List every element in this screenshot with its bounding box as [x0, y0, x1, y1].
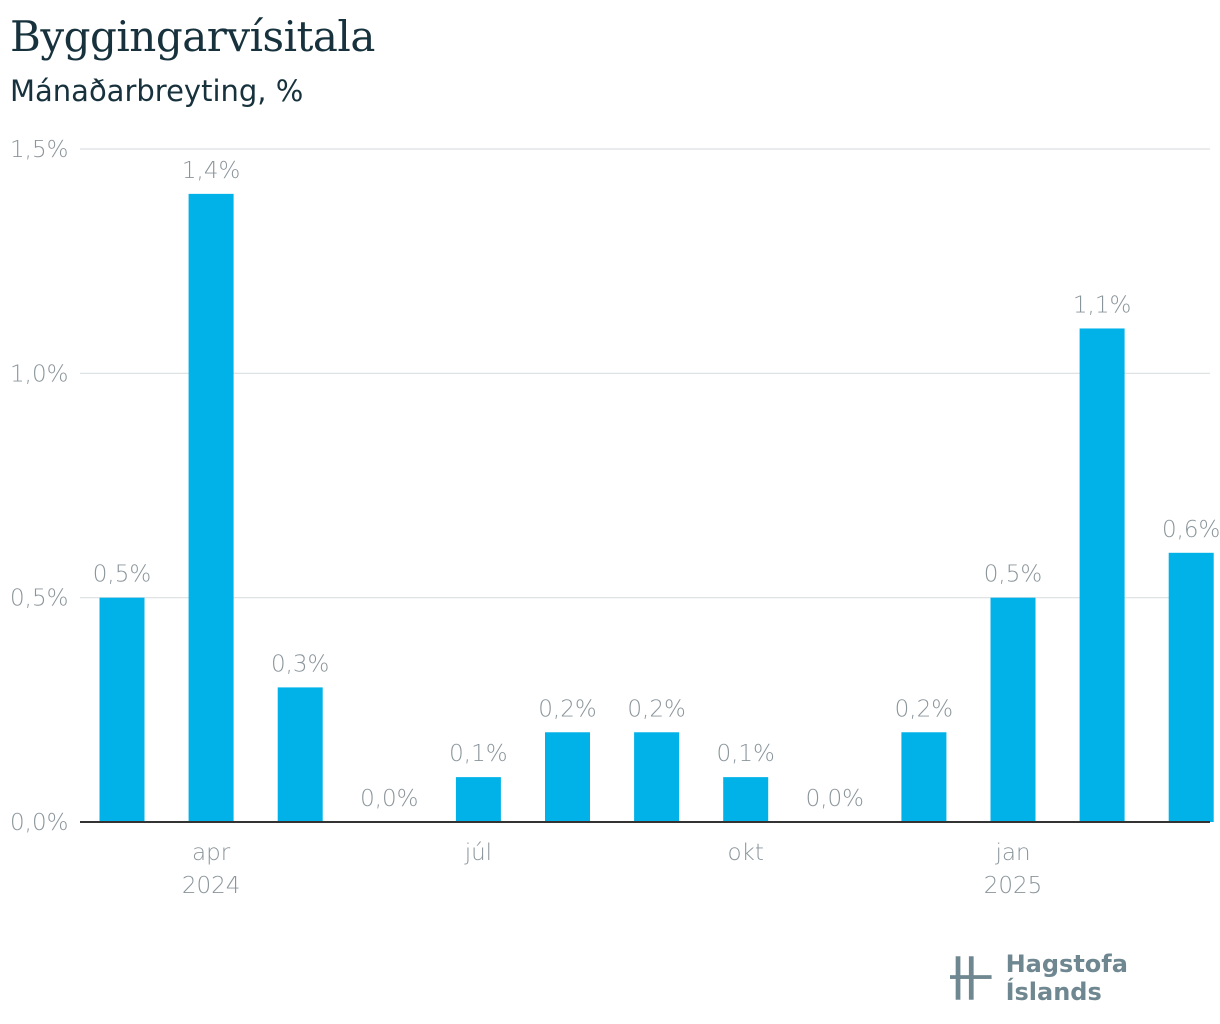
data-label: 1,4%	[182, 158, 240, 184]
y-tick-label: 0,5%	[10, 586, 68, 612]
hagstofa-logo-text: Hagstofa Íslands	[1005, 950, 1128, 1006]
bar	[1079, 328, 1125, 822]
data-label: 0,0%	[360, 786, 418, 812]
bar	[1168, 552, 1214, 822]
data-label: 0,5%	[984, 562, 1042, 588]
x-tick-year-label: 2025	[984, 873, 1043, 899]
data-label: 0,2%	[538, 696, 596, 722]
x-tick-label: jan	[994, 840, 1030, 866]
data-label: 0,3%	[271, 651, 329, 677]
bar	[455, 777, 501, 822]
data-label: 0,5%	[93, 562, 151, 588]
bar	[99, 597, 145, 822]
chart-subtitle: Mánaðarbreyting, %	[10, 74, 304, 108]
data-label: 0,2%	[627, 696, 685, 722]
data-label: 1,1%	[1073, 292, 1131, 318]
y-tick-label: 1,0%	[10, 361, 68, 387]
data-label: 0,1%	[449, 741, 507, 767]
data-label: 0,6%	[1162, 517, 1220, 543]
x-tick-label: apr	[192, 840, 231, 866]
bar	[634, 732, 680, 822]
bar	[901, 732, 947, 822]
bar	[277, 687, 323, 822]
x-tick-label: okt	[727, 840, 763, 866]
data-label: 0,1%	[716, 741, 774, 767]
bar	[990, 597, 1036, 822]
chart-title: Byggingarvísitala	[10, 12, 375, 61]
hagstofa-logo-icon	[950, 956, 992, 1000]
data-label: 0,0%	[806, 786, 864, 812]
y-tick-label: 0,0%	[10, 810, 68, 836]
x-tick-year-label: 2024	[182, 873, 241, 899]
hagstofa-logo: Hagstofa Íslands	[950, 950, 1220, 1006]
bar	[188, 193, 234, 822]
data-label: 0,2%	[895, 696, 953, 722]
x-tick-label: júl	[464, 840, 492, 866]
bar-chart: 0,0% 0,5% 1,0% 1,5% 0,5% 1,4% 0,3% 0,0% 0,1% 0,2%…	[10, 137, 1220, 899]
bar	[723, 777, 769, 822]
bar	[545, 732, 590, 822]
y-tick-label: 1,5%	[10, 137, 68, 163]
